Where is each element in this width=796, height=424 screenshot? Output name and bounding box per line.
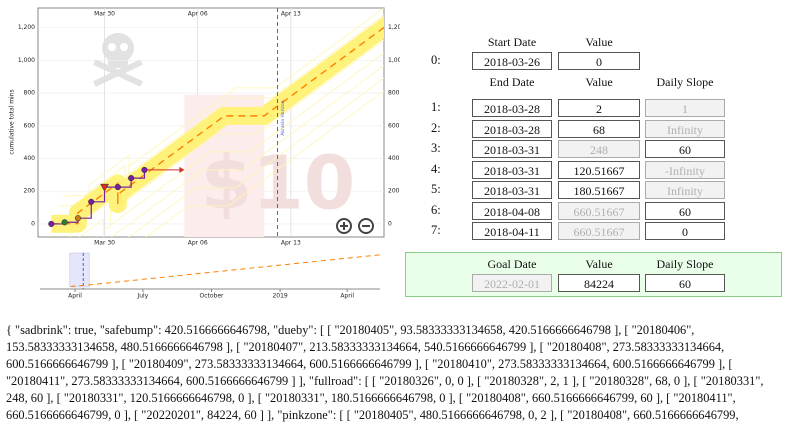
column-header: Value [585, 257, 613, 271]
datapoint [88, 198, 95, 205]
date-field[interactable]: 2018-03-26 [472, 52, 552, 70]
skull [93, 33, 143, 87]
value-field: 248 [558, 140, 640, 158]
column-header: Value [585, 75, 613, 89]
slope-field: Infinity [645, 181, 725, 199]
overview [69, 252, 380, 289]
road-oink-line [145, 90, 384, 237]
row-label: 5: [431, 182, 441, 196]
y-tick-label-right: 200 [388, 188, 400, 195]
row-label: 0: [431, 53, 441, 67]
column-header: Goal Date [487, 257, 537, 271]
value-field: 660.51667 [558, 202, 640, 220]
value-field[interactable]: 120.51667 [558, 161, 640, 179]
overview-tick-label: October [199, 293, 224, 300]
date-field[interactable]: 2018-03-31 [472, 181, 552, 199]
plot-area: $10 [38, 8, 384, 237]
column-header: Daily Slope [656, 257, 714, 271]
datapoint [114, 184, 121, 191]
row-label: 1: [431, 100, 441, 114]
date-field[interactable]: 2018-04-11 [472, 222, 552, 240]
x-tick-label: Apr 06 [188, 240, 208, 247]
y-tick-label-right: 1,200 [388, 24, 400, 31]
value-field: 660.51667 [558, 222, 640, 240]
slope-field[interactable]: 0 [645, 222, 725, 240]
x-tick-label-top: Apr 13 [281, 11, 301, 18]
datapoint [141, 166, 148, 173]
row-label: 2: [431, 121, 441, 135]
date-field[interactable]: 2018-03-31 [472, 140, 552, 158]
datapoint [74, 215, 81, 222]
row-label: 3: [431, 141, 441, 155]
y-tick-label: 0 [31, 220, 35, 227]
date-field[interactable]: 2018-04-08 [472, 202, 552, 220]
y-tick-label-right: 400 [388, 155, 400, 162]
date-field[interactable]: 2018-03-31 [472, 161, 552, 179]
overview-tick-label: July [136, 293, 148, 300]
datapoint [100, 183, 109, 192]
y-tick-label: 800 [24, 90, 36, 97]
slope-field: -Infinity [645, 161, 725, 179]
x-tick-label-top: Apr 06 [188, 11, 208, 18]
datapoint [61, 219, 68, 226]
page: $10 cumulative total mins 0 0 200 200 400 400… [6, 7, 782, 422]
y-tick-label: 1,200 [18, 24, 35, 31]
y-tick-label-right: 800 [388, 90, 400, 97]
column-header: End Date [489, 75, 535, 89]
road-oink-line [96, 65, 384, 237]
date-field[interactable]: 2018-03-28 [472, 120, 552, 138]
row-label: 7: [431, 223, 441, 237]
overview-tick-label: April [68, 293, 82, 300]
projection-arrowhead [179, 166, 185, 173]
y-tick-label: 600 [24, 122, 36, 129]
datapoint [48, 220, 55, 227]
graph: $10 cumulative total mins 0 0 200 200 400 400… [9, 7, 400, 300]
value-field[interactable]: 68 [558, 120, 640, 138]
datapoint [128, 175, 135, 182]
overview-tick-label: 2019 [272, 293, 287, 300]
y-tick-label: 200 [24, 188, 36, 195]
column-header: Daily Slope [656, 75, 714, 89]
slope-field[interactable]: 60 [645, 274, 725, 292]
value-field[interactable]: 2 [558, 99, 640, 117]
row-label: 4: [431, 162, 441, 176]
value-field[interactable]: 180.51667 [558, 181, 640, 199]
y-tick-label-right: 0 [388, 220, 392, 227]
y-tick-label-right: 1,000 [388, 57, 400, 64]
slope-field: Infinity [645, 120, 725, 138]
column-header: Value [585, 35, 613, 49]
row-label: 6: [431, 203, 441, 217]
y-tick-label: 400 [24, 155, 36, 162]
y-tick-label: 1,000 [18, 57, 35, 64]
overview-road [70, 254, 380, 287]
value-field[interactable]: 0 [558, 52, 640, 70]
slope-field: 1 [645, 99, 725, 117]
date-field: 2022-02-01 [472, 274, 552, 292]
x-tick-label-top: Mar 30 [94, 11, 115, 18]
json-dump: { "sadbrink": true, "safebump": 420.5166… [6, 323, 764, 422]
horizon-label: Akrasia Horizon [280, 100, 286, 135]
y-axis-label: cumulative total mins [9, 89, 16, 154]
slope-field[interactable]: 60 [645, 202, 725, 220]
zoom-in[interactable] [336, 218, 352, 234]
column-header: Start Date [487, 35, 537, 49]
slope-field[interactable]: 60 [645, 140, 725, 158]
overview-tick-label: April [340, 293, 354, 300]
overview-window [69, 252, 90, 288]
value-field[interactable]: 84224 [558, 274, 640, 292]
road-oink-line [70, 39, 384, 237]
x-tick-label: Apr 13 [281, 240, 301, 247]
road-oink-line [78, 52, 384, 237]
x-tick-label: Mar 30 [94, 240, 115, 247]
zoom-out[interactable] [358, 218, 374, 234]
date-field[interactable]: 2018-03-28 [472, 99, 552, 117]
road-oink-line [128, 77, 384, 237]
y-tick-label-right: 600 [388, 122, 400, 129]
